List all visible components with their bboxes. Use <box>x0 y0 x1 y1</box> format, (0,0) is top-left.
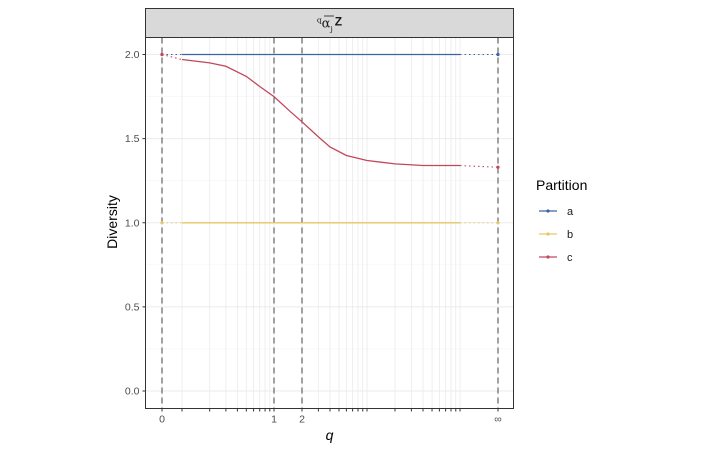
series-dotted-inf-c <box>460 164 499 168</box>
y-tick-label: 0.5 <box>125 301 140 313</box>
legend-key-point-b <box>546 232 550 236</box>
strip-prefix: q <box>317 16 322 25</box>
series-dotted-q0-c <box>161 53 183 61</box>
strip-suffix: Z <box>335 15 342 29</box>
legend-key-point-c <box>546 255 550 259</box>
y-axis: 0.0 0.5 1.0 1.5 2.0 <box>125 49 146 398</box>
x-axis-title: q <box>326 427 334 443</box>
x-axis: 0 1 2 ∞ <box>159 408 502 426</box>
x-tick-label: 2 <box>299 414 305 426</box>
legend-label-c: c <box>567 252 573 264</box>
x-tick-label: 0 <box>159 414 165 426</box>
x-tick-label: ∞ <box>494 414 502 426</box>
y-tick-label: 0.0 <box>125 386 140 398</box>
strip-subscript: j <box>329 25 332 34</box>
series-point-inf-a <box>496 52 500 57</box>
y-tick-label: 2.0 <box>125 49 140 61</box>
facet-strip <box>145 8 514 38</box>
legend: Partition abc <box>536 177 587 264</box>
series-lines <box>160 52 500 225</box>
y-axis-title: Diversity <box>104 195 120 249</box>
legend-label-a: a <box>567 206 574 218</box>
series-point-q0-b <box>160 221 164 225</box>
x-tick-label: 1 <box>271 414 277 426</box>
series-line-c <box>181 58 460 167</box>
facet-strip-label: qαjZ <box>317 15 342 34</box>
series-point-inf-b <box>496 221 500 225</box>
y-tick-label: 1.0 <box>125 217 140 229</box>
y-tick-label: 1.5 <box>125 133 140 145</box>
legend-key-point-a <box>546 209 550 213</box>
series-point-q0-c <box>160 52 164 57</box>
legend-title: Partition <box>536 177 587 193</box>
series-point-inf-c <box>496 165 500 169</box>
legend-label-b: b <box>567 229 573 241</box>
strip-main: α <box>322 17 331 32</box>
